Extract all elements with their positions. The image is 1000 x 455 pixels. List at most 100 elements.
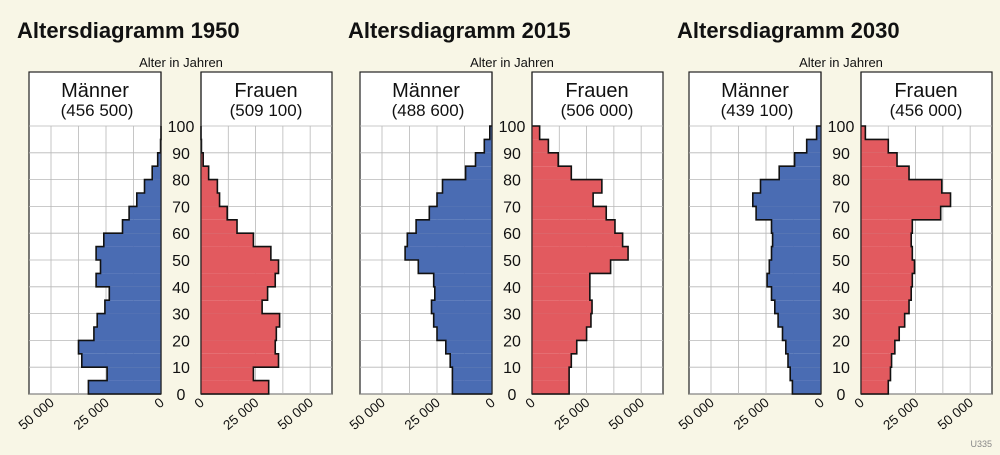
bar-female-age-85 [532, 152, 559, 167]
x-tick-label: 0 [523, 395, 538, 411]
bar-female-age-65 [532, 206, 607, 220]
bar-female-age-10 [201, 353, 279, 368]
bar-male-age-60 [122, 219, 161, 234]
bar-male-age-60 [771, 219, 821, 234]
bar-female-age-70 [201, 193, 220, 207]
bar-female-age-50 [201, 246, 271, 260]
bar-male-age-25 [97, 313, 161, 327]
bar-male-age-10 [450, 353, 492, 368]
bar-female-age-35 [532, 286, 590, 301]
bar-male-age-40 [433, 273, 492, 287]
bar-male-age-50 [771, 246, 821, 260]
bar-male-age-15 [445, 340, 492, 354]
bar-female-age-70 [532, 193, 594, 207]
legend-male-total: (456 500) [61, 101, 134, 120]
bar-female-age-40 [532, 273, 590, 287]
age-tick-label: 70 [172, 199, 190, 216]
x-tick-label: 50 000 [935, 395, 976, 433]
bar-male-age-5 [790, 367, 821, 381]
age-tick-label: 30 [503, 307, 521, 324]
bar-female-age-55 [201, 233, 254, 247]
age-tick-label: 30 [832, 307, 850, 324]
age-tick-label: 90 [172, 146, 190, 163]
bar-female-age-40 [861, 273, 913, 287]
age-tick-label: 0 [177, 387, 186, 404]
age-tick-label: 30 [172, 307, 190, 324]
age-tick-label: 20 [503, 333, 521, 350]
bar-female-age-10 [532, 353, 572, 368]
bar-female-age-65 [201, 206, 228, 220]
age-tick-label: 0 [508, 387, 517, 404]
bar-female-age-25 [861, 313, 905, 327]
figure-code: U335 [970, 439, 992, 449]
bar-male-age-75 [760, 179, 821, 193]
bar-male-age-50 [96, 246, 161, 260]
x-tick-label: 0 [812, 395, 827, 411]
age-tick-label: 40 [832, 280, 850, 297]
bar-male-age-45 [418, 260, 492, 274]
bar-female-age-35 [861, 286, 912, 301]
outline-male [77, 126, 162, 395]
x-tick-label: 50 000 [676, 395, 717, 433]
chart-title: Altersdiagramm 2030 [677, 18, 900, 43]
bar-male-age-70 [437, 193, 492, 207]
pyramid-chart-2: Altersdiagramm 2015 Alter in Jahren Männer… [347, 18, 664, 433]
bar-male-age-5 [452, 367, 492, 381]
bar-female-age-60 [532, 219, 615, 234]
bar-male-age-85 [794, 152, 821, 167]
bar-female-age-95 [861, 126, 866, 140]
bar-female-age-95 [532, 126, 540, 140]
bar-male-age-20 [437, 327, 492, 341]
bar-female-age-55 [532, 233, 623, 247]
bar-male-age-40 [767, 273, 821, 287]
bar-female-age-25 [532, 313, 591, 327]
bar-female-age-90 [532, 139, 549, 153]
bar-male-age-85 [475, 152, 492, 167]
bar-female-age-30 [201, 300, 263, 314]
bar-male-age-30 [774, 300, 821, 314]
bar-female-age-15 [532, 340, 577, 354]
bar-female-age-75 [201, 179, 218, 193]
age-tick-label: 80 [832, 173, 850, 190]
bar-female-age-30 [532, 300, 593, 314]
legend-female-label: Frauen [894, 80, 957, 102]
bar-female-age-0 [532, 380, 570, 394]
age-tick-label: 60 [832, 226, 850, 243]
age-tick-label: 60 [172, 226, 190, 243]
age-tick-label: 80 [503, 173, 521, 190]
bar-male-age-55 [407, 233, 492, 247]
age-axis-label: Alter in Jahren [139, 55, 223, 70]
age-tick-label: 10 [832, 360, 850, 377]
x-tick-label: 0 [192, 395, 207, 411]
age-tick-label: 70 [503, 199, 521, 216]
bar-female-age-90 [861, 139, 889, 153]
bar-male-age-60 [416, 219, 492, 234]
age-tick-label: 90 [832, 146, 850, 163]
age-tick-label: 50 [172, 253, 190, 270]
bar-female-age-65 [861, 206, 941, 220]
bar-female-age-80 [861, 166, 910, 180]
bar-male-age-75 [442, 179, 492, 193]
bar-female-age-75 [532, 179, 602, 193]
age-tick-label: 50 [503, 253, 521, 270]
outline-male [404, 125, 492, 395]
x-tick-label: 0 [852, 395, 867, 411]
bar-male-age-80 [465, 166, 492, 180]
age-tick-label: 90 [503, 146, 521, 163]
bar-female-age-15 [861, 340, 895, 354]
bar-female-age-20 [532, 327, 587, 341]
legend-male-total: (488 600) [392, 101, 465, 120]
bar-female-age-5 [532, 367, 570, 381]
bar-male-age-80 [152, 166, 161, 180]
bar-female-age-15 [201, 340, 276, 354]
x-tick-label: 25 000 [880, 395, 921, 433]
age-tick-label: 70 [832, 199, 850, 216]
age-axis-label: Alter in Jahren [470, 55, 554, 70]
bar-male-age-90 [484, 139, 492, 153]
bar-male-age-65 [756, 206, 821, 220]
x-tick-label: 0 [152, 395, 167, 411]
x-tick-label: 50 000 [606, 395, 647, 433]
bar-female-age-20 [201, 327, 277, 341]
bar-male-age-85 [157, 152, 161, 167]
